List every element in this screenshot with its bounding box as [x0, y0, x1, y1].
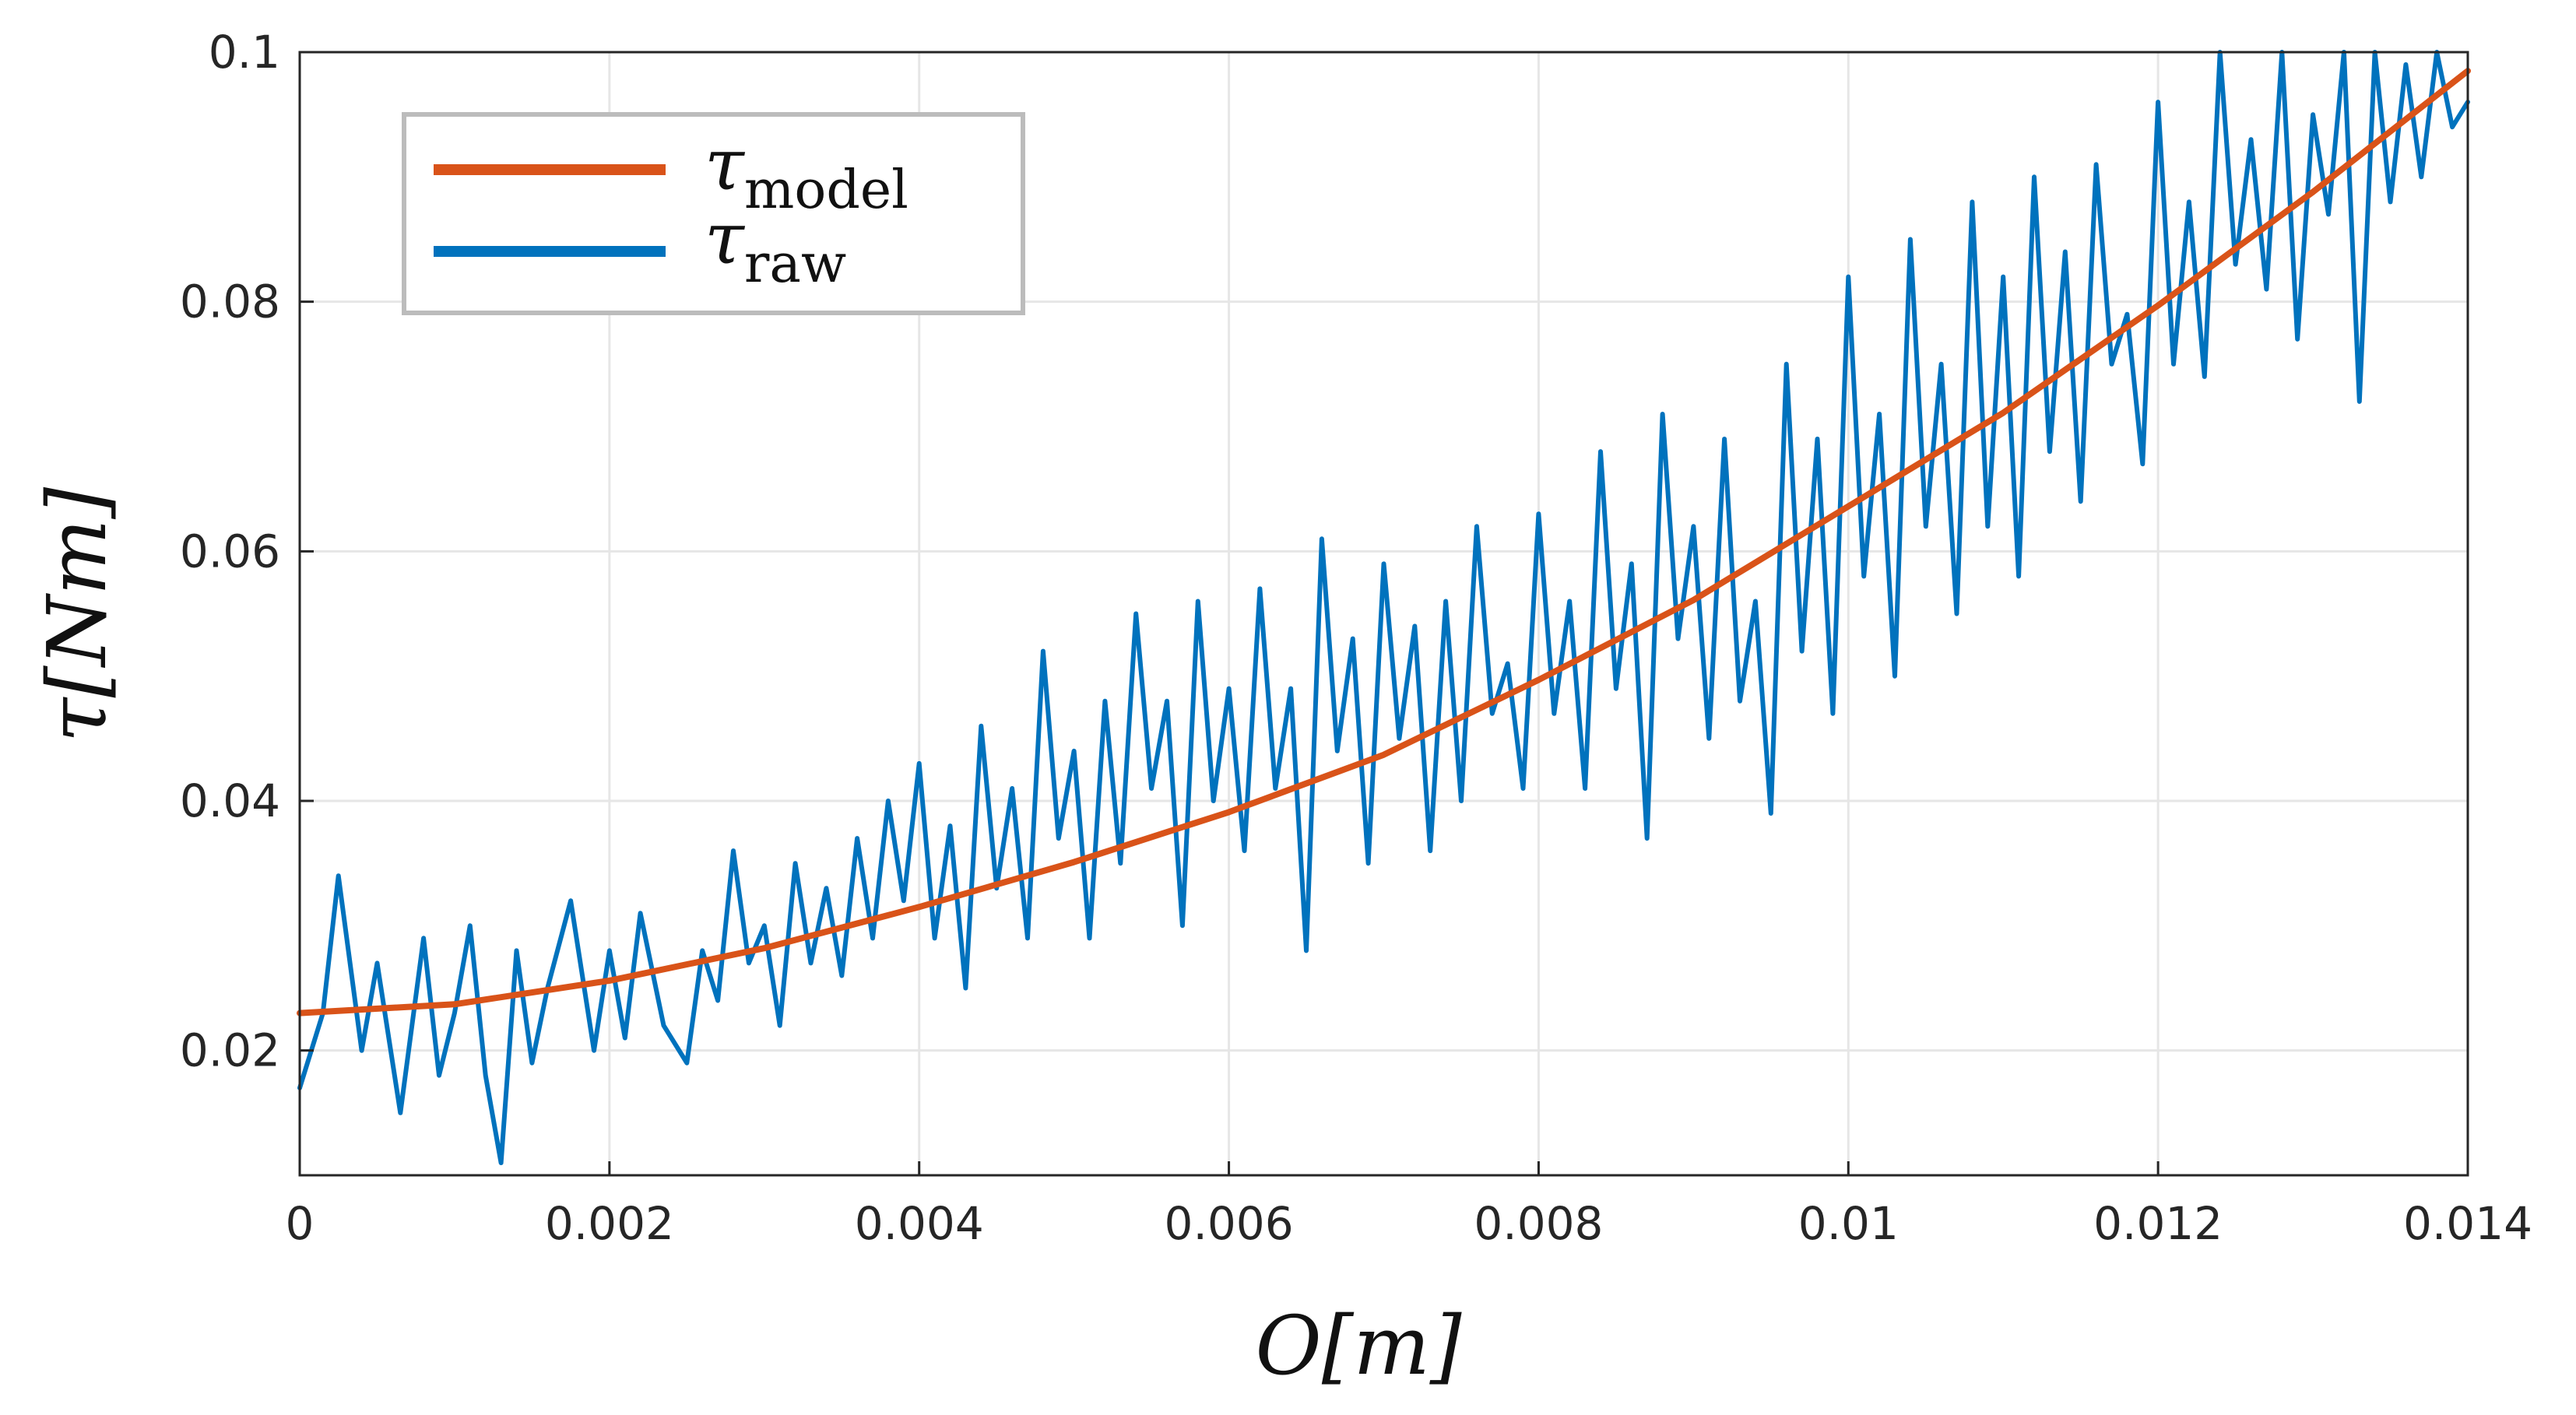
x-tick-label: 0 — [286, 1197, 315, 1250]
plot-frame — [298, 51, 2469, 1177]
legend: τmodel τraw — [402, 112, 1025, 315]
y-tick-label: 0.04 — [180, 774, 280, 827]
legend-subscript-raw: raw — [744, 233, 846, 295]
x-tick-label: 0.006 — [1165, 1197, 1294, 1250]
legend-symbol-model: τ — [705, 123, 746, 206]
legend-subscript-model: model — [744, 160, 908, 221]
x-tick-label: 0.014 — [2403, 1197, 2532, 1250]
series-layer — [297, 50, 2471, 1165]
y-tick-label: 0.1 — [209, 26, 280, 79]
x-axis-label: O[m] — [1255, 1298, 1461, 1393]
y-axis-label: τ[Nm] — [30, 486, 125, 743]
x-tick-label: 0.008 — [1474, 1197, 1603, 1250]
x-tick-label: 0.004 — [855, 1197, 984, 1250]
series-line-raw — [297, 50, 2470, 1165]
y-tick-label: 0.08 — [180, 276, 280, 328]
x-tick-label: 0.01 — [1798, 1197, 1899, 1250]
legend-label-raw: τraw — [705, 197, 846, 295]
legend-box — [402, 112, 1025, 315]
legend-symbol-raw: τ — [705, 197, 746, 280]
series-line-model — [297, 68, 2471, 1016]
legend-label-model: τmodel — [705, 123, 908, 221]
ticks: 0 0.002 0.004 0.006 0.008 0.01 0.012 0.014 0.02 0… — [180, 26, 2532, 1250]
y-tick-label: 0.06 — [180, 525, 280, 578]
x-tick-label: 0.012 — [2093, 1197, 2223, 1250]
x-tick-label: 0.002 — [545, 1197, 674, 1250]
y-tick-label: 0.02 — [180, 1024, 280, 1077]
